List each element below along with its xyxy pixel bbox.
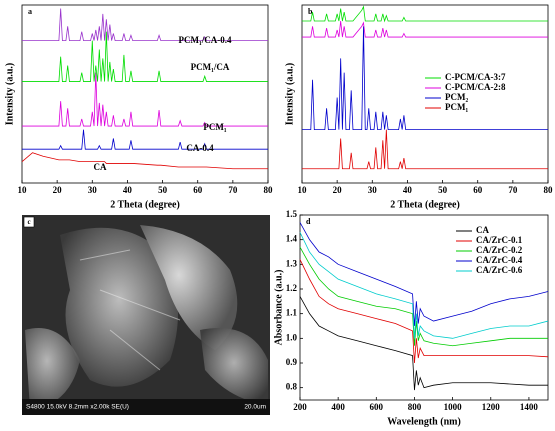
legend-label: PCM₂ [445, 92, 468, 102]
sem-image: c S4800 15.0kV 8.2mm x2.00k SE(U) 20.0um [22, 215, 270, 415]
x-tick-label: 60 [473, 185, 483, 195]
legend-label: C-PCM/CA-3:7 [445, 72, 506, 82]
y-tick-label: 1.4 [286, 234, 298, 244]
series-line [299, 222, 549, 327]
legend-label: CA [476, 225, 489, 235]
y-axis-label: Absorbance (a.u.) [273, 270, 284, 346]
y-tick-label: 1.5 [286, 209, 298, 219]
y-tick-label: 1.2 [286, 283, 298, 293]
x-tick-label: 70 [228, 185, 238, 195]
series-line [22, 72, 268, 127]
series-label: PCM₁/CA [191, 62, 230, 72]
y-axis-label: Intensity (a.u.) [284, 63, 295, 126]
x-tick-label: 600 [370, 402, 384, 412]
sem-scale: 20.0um [244, 404, 266, 411]
x-tick-label: 20 [333, 185, 343, 195]
x-tick-label: 10 [298, 185, 308, 195]
x-tick-label: 30 [368, 185, 378, 195]
plot-frame [299, 214, 549, 401]
panel-label: c [27, 218, 30, 226]
legend-label: C-PCM/CA-2:8 [445, 82, 506, 92]
x-tick-label: 1200 [482, 402, 501, 412]
x-tick-label: 1400 [520, 402, 539, 412]
x-tick-label: 200 [293, 402, 307, 412]
x-tick-label: 800 [408, 402, 422, 412]
x-tick-label: 30 [88, 185, 98, 195]
x-axis-label: 2 Theta (degree) [390, 199, 460, 210]
series-label: CA-0.4 [186, 143, 214, 153]
sem-caption: S4800 15.0kV 8.2mm x2.00k SE(U) [26, 404, 129, 411]
x-tick-label: 40 [403, 185, 413, 195]
y-tick-label: 0.8 [286, 382, 298, 392]
series-line [302, 26, 548, 130]
series-line [302, 20, 548, 38]
x-axis-label: 2 Theta (degree) [110, 199, 180, 210]
x-tick-label: 400 [331, 402, 345, 412]
x-tick-label: 20 [53, 185, 63, 195]
legend-label: CA/ZrC-0.2 [476, 245, 523, 255]
x-tick-label: 50 [158, 185, 168, 195]
x-tick-label: 1000 [444, 402, 463, 412]
series-line [21, 152, 268, 170]
series-line [299, 232, 549, 339]
x-tick-label: 50 [438, 185, 448, 195]
legend-label: CA/ZrC-0.1 [476, 235, 523, 245]
x-tick-label: 70 [508, 185, 518, 195]
series-line [22, 129, 268, 150]
series-line [302, 5, 548, 23]
plot-frame [301, 4, 549, 184]
series-line [299, 296, 548, 391]
x-tick-label: 60 [193, 185, 203, 195]
legend-label: CA/ZrC-0.4 [476, 255, 523, 265]
series-line [22, 8, 268, 41]
panel-label: b [308, 7, 313, 16]
x-tick-label: 40 [123, 185, 133, 195]
y-axis-label: Intensity (a.u.) [4, 63, 15, 126]
y-tick-label: 0.9 [286, 357, 298, 367]
y-tick-label: 1.1 [286, 308, 298, 318]
plot-frame [21, 4, 269, 184]
legend-label: CA/ZrC-0.6 [476, 265, 523, 275]
x-axis-label: Wavelength (nm) [387, 416, 461, 427]
y-tick-label: 1.3 [286, 258, 298, 268]
series-line [22, 31, 268, 82]
x-tick-label: 10 [18, 185, 28, 195]
legend-label: PCM₁ [445, 102, 468, 112]
series-label: PCM₁/CA-0.4 [179, 35, 232, 45]
series-label: CA [94, 162, 107, 172]
x-tick-label: 80 [264, 185, 274, 195]
y-tick-label: 1.0 [286, 332, 298, 342]
series-line [302, 129, 548, 170]
series-line [299, 259, 549, 364]
series-line [299, 246, 548, 347]
panel-label: a [28, 7, 32, 16]
x-tick-label: 80 [544, 185, 554, 195]
series-label: PCM₁ [203, 122, 226, 132]
panel-label: d [306, 217, 311, 226]
